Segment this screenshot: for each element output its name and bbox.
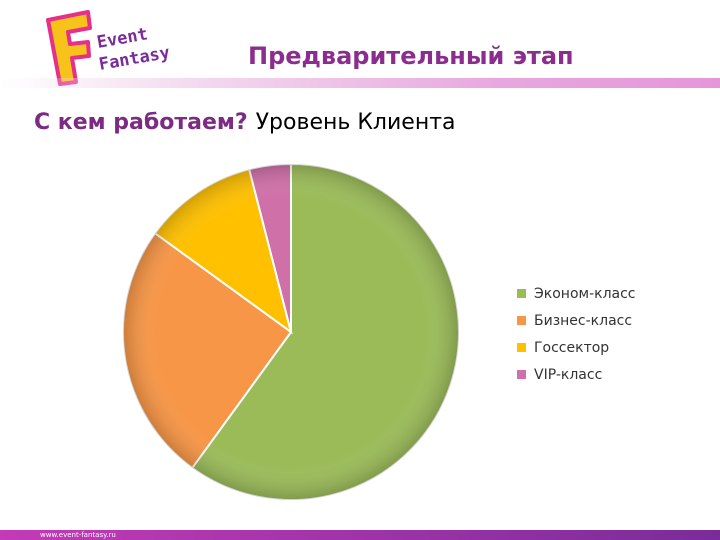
legend-label: Бизнес-класс [534,312,633,329]
legend-item: Бизнес-класс [517,307,636,334]
legend-label: Эконом-класс [534,285,636,302]
legend-label: Госсектор [534,339,610,356]
legend-label: VIP-класс [534,366,603,383]
subtitle: С кем работаем? Уровень Клиента [34,110,456,135]
footer-url: www.event-fantasy.ru [40,531,116,539]
legend-item: Эконом-класс [517,280,636,307]
legend-swatch [517,370,526,379]
subtitle-question: С кем работаем? [34,110,248,135]
chart-legend: Эконом-класс Бизнес-класс Госсектор VIP-кла… [517,280,636,388]
event-fantasy-logo: Event Fantasy [46,10,171,86]
legend-item: VIP-класс [517,361,636,388]
legend-item: Госсектор [517,334,636,361]
legend-swatch [517,316,526,325]
slide-title: Предварительный этап [248,42,574,70]
subtitle-topic: Уровень Клиента [255,110,456,135]
legend-swatch [517,289,526,298]
footer-bar [0,530,720,540]
title-underline-bar [0,78,720,88]
legend-swatch [517,343,526,352]
